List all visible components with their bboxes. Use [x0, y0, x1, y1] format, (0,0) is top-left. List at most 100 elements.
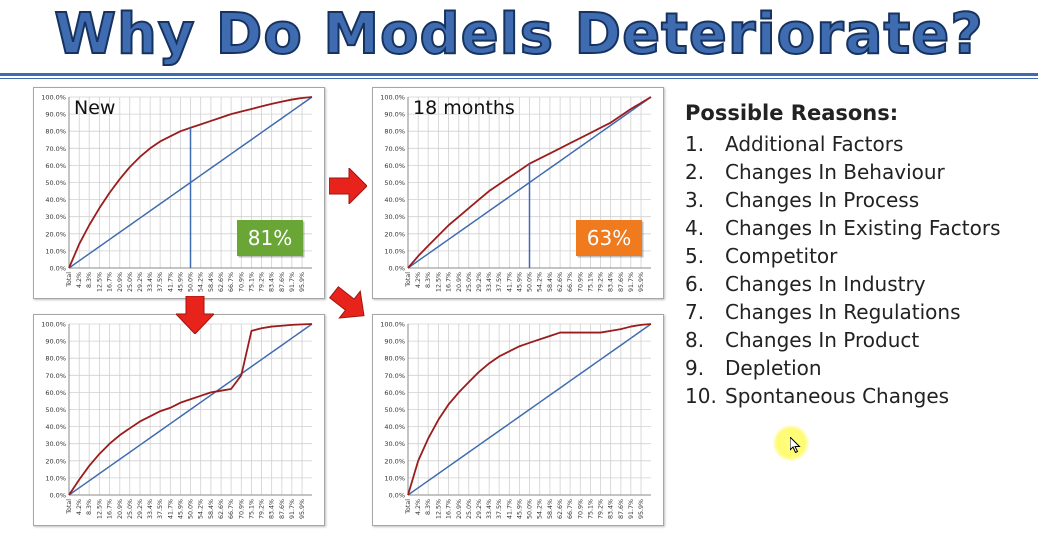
reason-text: Changes In Behaviour [725, 160, 945, 184]
x-tick-label: 37.5% [157, 499, 164, 519]
reason-text: Changes In Process [725, 188, 920, 212]
y-tick-label: 20.0% [45, 230, 66, 238]
reason-item: 4. Changes In Existing Factors [685, 214, 1030, 242]
chart-bottom-right: 0.0% 10.0% 20.0% 30.0% 40.0% 50.0% 60.0% 70.0% 8… [372, 314, 664, 526]
x-tick-label: 58.4% [208, 272, 215, 292]
x-tick-label: 54.2% [198, 272, 205, 292]
x-tick-label: Total [405, 499, 412, 515]
y-tick-label: 40.0% [45, 423, 66, 431]
arrow-diagonal-icon [329, 286, 365, 319]
x-tick-label: 62.6% [557, 272, 564, 292]
x-tick-label: 50.0% [527, 499, 534, 519]
x-tick-label: 8.3% [86, 272, 93, 288]
x-tick-label: 95.9% [299, 272, 306, 292]
x-tick-label: 20.9% [456, 499, 463, 519]
x-tick-label: 12.5% [435, 272, 442, 292]
y-tick-label: 10.0% [45, 247, 66, 255]
y-tick-label: 0.0% [49, 492, 66, 500]
x-tick-label: 83.4% [608, 499, 615, 519]
x-tick-label: 16.7% [107, 272, 114, 292]
y-tick-label: 20.0% [45, 457, 66, 465]
x-tick-label: 66.7% [567, 499, 574, 519]
x-tick-label: 62.6% [557, 499, 564, 519]
chart-title: 18 months [413, 97, 515, 119]
arrow-down-icon [176, 296, 214, 334]
x-tick-label: 45.9% [178, 499, 185, 519]
reasons-title: Possible Reasons: [685, 101, 899, 125]
x-tick-label: 4.2% [415, 499, 422, 515]
x-tick-label: 91.7% [628, 499, 635, 519]
x-tick-label: 4.2% [415, 272, 422, 288]
arrow-right-icon [329, 168, 367, 204]
reason-text: Changes In Product [725, 328, 920, 352]
x-tick-label: 75.1% [587, 499, 594, 519]
chart-new: 0.0% 10.0% 20.0% 30.0% 40.0% 50.0% 60.0% 70.0% 8… [33, 87, 325, 299]
x-tick-label: 70.9% [577, 499, 584, 519]
x-tick-label: 33.4% [147, 499, 154, 519]
y-tick-label: 30.0% [384, 440, 405, 448]
x-tick-label: 75.1% [248, 499, 255, 519]
x-tick-label: 66.7% [228, 499, 235, 519]
reason-text: Changes In Existing Factors [725, 216, 1001, 240]
x-tick-label: 29.2% [137, 499, 144, 519]
x-tick-label: 79.2% [597, 272, 604, 292]
x-tick-label: 95.9% [638, 272, 645, 292]
x-tick-label: 75.1% [587, 272, 594, 292]
reason-text: Changes In Regulations [725, 300, 961, 324]
x-tick-label: 91.7% [628, 272, 635, 292]
x-tick-label: 95.9% [299, 499, 306, 519]
x-tick-label: 79.2% [597, 499, 604, 519]
x-tick-label: 66.7% [567, 272, 574, 292]
x-tick-label: 20.9% [117, 272, 124, 292]
y-tick-label: 50.0% [384, 179, 405, 187]
x-tick-label: 50.0% [527, 272, 534, 292]
y-tick-label: 90.0% [45, 338, 66, 346]
x-tick-label: 8.3% [425, 499, 432, 515]
y-tick-label: 60.0% [384, 389, 405, 397]
reason-text: Additional Factors [725, 132, 904, 156]
x-tick-label: Total [66, 272, 73, 288]
y-tick-label: 70.0% [45, 145, 66, 153]
reason-number: 2. [685, 160, 705, 184]
reason-number: 4. [685, 216, 705, 240]
x-tick-label: 16.7% [446, 272, 453, 292]
badge-value: 63% [587, 226, 631, 250]
reason-number: 3. [685, 188, 705, 212]
x-tick-label: 58.4% [547, 272, 554, 292]
y-tick-label: 100.0% [41, 321, 66, 329]
reason-text: Spontaneous Changes [725, 384, 950, 408]
badge-box [237, 220, 303, 256]
x-tick-label: 87.6% [279, 272, 286, 292]
x-tick-label: 62.6% [218, 272, 225, 292]
x-tick-label: 25.0% [466, 499, 473, 519]
y-tick-label: 10.0% [45, 474, 66, 482]
reason-number: 10. [685, 384, 717, 408]
y-tick-label: 70.0% [384, 145, 405, 153]
chart-new-svg: 0.0% 10.0% 20.0% 30.0% 40.0% 50.0% 60.0% 70.0% 8… [41, 94, 313, 292]
x-tick-label: 45.9% [178, 272, 185, 292]
y-tick-label: 40.0% [384, 423, 405, 431]
y-tick-label: 60.0% [45, 389, 66, 397]
chart-title: New [74, 97, 115, 119]
y-tick-label: 60.0% [384, 162, 405, 170]
x-tick-label: 12.5% [435, 499, 442, 519]
x-tick-label: 70.9% [238, 499, 245, 519]
reason-number: 1. [685, 132, 705, 156]
reason-item: 1. Additional Factors [685, 130, 1030, 158]
x-tick-label: 37.5% [496, 499, 503, 519]
title-rule [0, 73, 1038, 76]
y-tick-label: 90.0% [384, 111, 405, 119]
slide-title: Why Do Models Deteriorate? [53, 1, 984, 68]
y-tick-label: 50.0% [45, 179, 66, 187]
y-tick-label: 80.0% [45, 128, 66, 136]
reason-text: Competitor [725, 244, 838, 268]
y-tick-label: 10.0% [384, 474, 405, 482]
x-tick-label: 58.4% [208, 499, 215, 519]
model-curve [407, 323, 652, 496]
y-tick-label: 90.0% [45, 111, 66, 119]
x-tick-label: 45.9% [517, 272, 524, 292]
x-tick-label: 41.7% [167, 272, 174, 292]
x-tick-label: 54.2% [537, 499, 544, 519]
y-tick-label: 100.0% [380, 94, 405, 102]
x-tick-label: 75.1% [248, 272, 255, 292]
